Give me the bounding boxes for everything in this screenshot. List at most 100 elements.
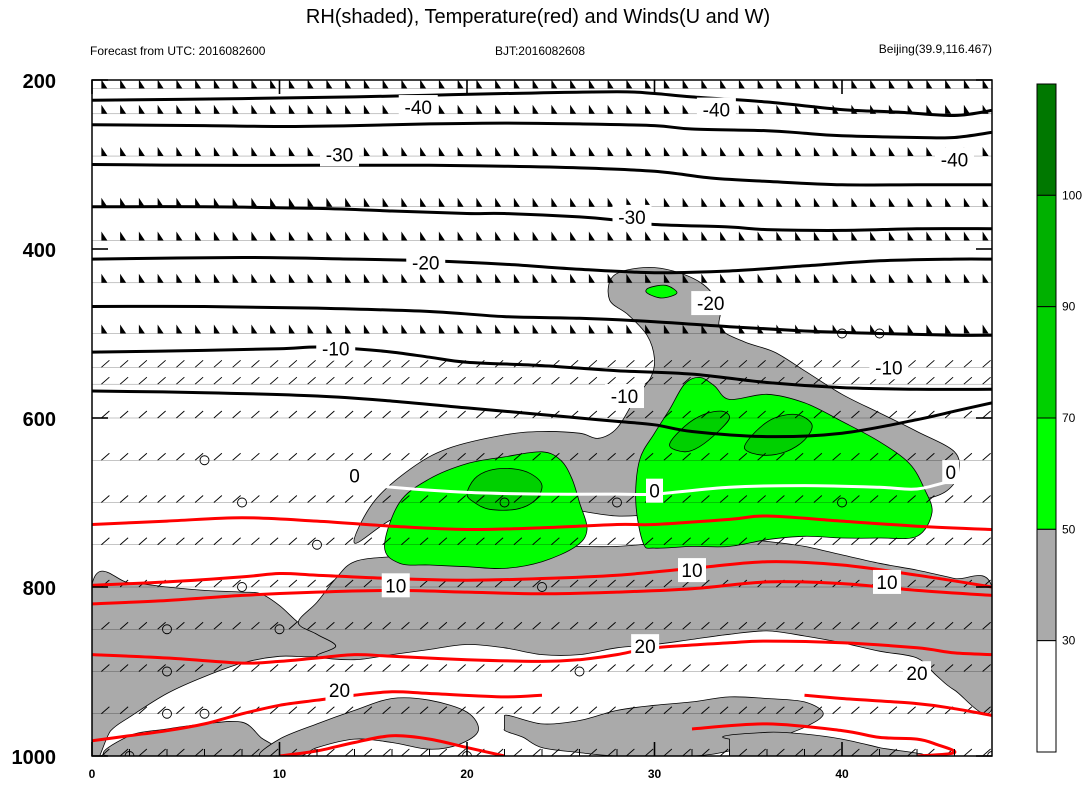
wind-barb-pennant (532, 231, 539, 241)
wind-barb-tick (888, 664, 898, 672)
wind-barb-tick (157, 495, 166, 503)
temperature-contour-8 (354, 475, 992, 497)
wind-barb-tick (926, 621, 935, 630)
wind-barb-tick (101, 495, 110, 503)
wind-barb-pennant (138, 104, 145, 114)
wind-barb-pennant (326, 273, 333, 283)
wind-barb-tick (119, 664, 129, 672)
calm-wind-marker (274, 624, 285, 635)
contour-label-box (873, 569, 901, 594)
wind-barb-pennant (888, 231, 895, 241)
wind-barb-tick (307, 579, 316, 588)
wind-barb-tick (607, 359, 616, 368)
wind-barb-pennant (363, 80, 370, 89)
wind-barb-tick (344, 376, 354, 385)
wind-barb-tick (269, 706, 279, 715)
wind-barb-pennant (251, 147, 258, 157)
wind-barb-pennant (720, 197, 727, 207)
wind-barb-tick (232, 706, 241, 715)
wind-barb-pennant (513, 231, 520, 241)
contour-label: -20 (697, 294, 724, 315)
wind-barb-tick (907, 706, 916, 715)
wind-barb-tick (982, 748, 991, 756)
wind-barb-tick (832, 664, 841, 672)
wind-barb-pennant (963, 231, 970, 241)
contour-label-box (691, 291, 731, 316)
wind-barb-tick (269, 410, 279, 419)
wind-barb-pennant (195, 80, 202, 89)
temperature-contour-13 (92, 690, 543, 743)
wind-barb-tick (794, 495, 804, 503)
wind-barb-pennant (457, 197, 464, 207)
wind-barb-tick (326, 579, 335, 588)
wind-barb-pennant (982, 147, 989, 157)
wind-barb-pennant (532, 197, 539, 207)
wind-barb-pennant (888, 324, 895, 334)
wind-barb-pennant (345, 197, 352, 207)
wind-barb-pennant (776, 104, 783, 114)
temperature-contour-1 (92, 90, 992, 118)
wind-barb-tick (476, 621, 485, 630)
wind-barb-pennant (476, 273, 483, 283)
wind-barb-pennant (176, 80, 183, 89)
wind-barb-pennant (251, 80, 258, 89)
calm-wind-marker (162, 666, 172, 677)
wind-barb-tick (776, 495, 785, 503)
colorbar-label: 30 (1062, 634, 1076, 648)
wind-barb-tick (626, 495, 635, 503)
wind-barb-tick (644, 376, 654, 385)
wind-barb-pennant (213, 273, 220, 283)
wind-barb-tick (138, 621, 148, 630)
contour-label-box (381, 573, 410, 598)
wind-barb-tick (307, 495, 316, 503)
wind-barb-pennant (795, 197, 802, 207)
forecast-subtitle: Forecast from UTC: 2016082600 (90, 44, 266, 58)
wind-barb-tick (551, 748, 560, 756)
wind-barb-pennant (663, 273, 670, 283)
contour-label-box (935, 147, 974, 172)
temperature-contour-5 (92, 304, 992, 337)
wind-barb-tick (138, 664, 148, 672)
wind-barb-pennant (795, 231, 802, 241)
wind-barb-tick (494, 495, 504, 503)
temperature-contour-6 (92, 345, 992, 391)
contour-label-box (903, 661, 931, 686)
wind-barb-pennant (645, 231, 652, 241)
wind-barb-tick (513, 376, 523, 385)
wind-barb-tick (232, 664, 241, 672)
wind-barb-tick (457, 537, 466, 546)
wind-barb-pennant (663, 80, 670, 89)
wind-barb-pennant (551, 104, 558, 114)
temperature-contour-3 (92, 205, 992, 232)
wind-barb-tick (644, 452, 654, 461)
contour-label: -20 (412, 254, 439, 275)
wind-barb-pennant (570, 104, 577, 114)
calm-wind-marker (162, 624, 172, 635)
wind-barb-tick (551, 579, 560, 588)
wind-barb-tick (813, 359, 823, 368)
wind-barb-tick (907, 537, 916, 546)
wind-barb-pennant (438, 273, 445, 283)
contour-label: 0 (649, 482, 660, 503)
wind-barb-pennant (663, 104, 670, 114)
wind-barb-pennant (232, 147, 239, 157)
contour-label-box (696, 97, 736, 122)
wind-barb-pennant (326, 231, 333, 241)
wind-barb-tick (232, 359, 241, 368)
plot-area (92, 80, 992, 756)
contour-label: 20 (329, 681, 350, 702)
wind-barb-tick (138, 706, 148, 715)
temperature-contour-7 (92, 389, 992, 439)
rh-region-70-90-11 (744, 413, 813, 456)
temperature-contour-14 (804, 693, 992, 717)
colorbar-swatch (1036, 528, 1057, 642)
wind-barb-pennant (157, 80, 164, 89)
wind-barb-tick (888, 410, 898, 419)
wind-barb-pennant (176, 197, 183, 207)
wind-barb-tick (157, 706, 166, 715)
wind-barb-tick (363, 376, 373, 385)
wind-barb-pennant (401, 147, 408, 157)
colorbar-swatch (1036, 306, 1057, 419)
wind-barb-tick (232, 452, 241, 461)
